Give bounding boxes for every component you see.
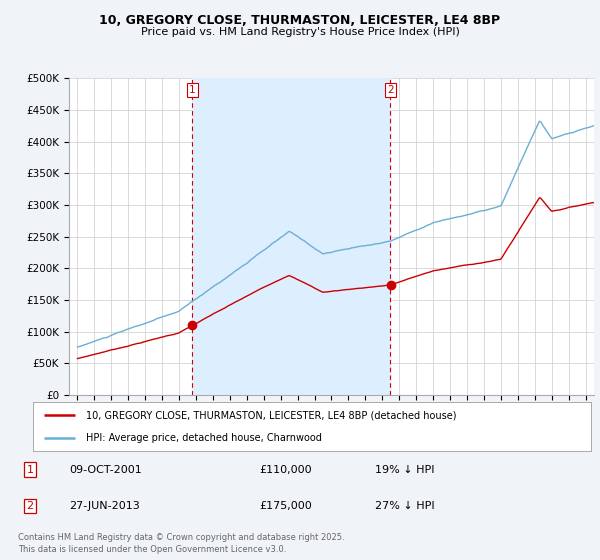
Text: 2: 2 <box>387 85 394 95</box>
Text: £175,000: £175,000 <box>260 501 313 511</box>
Text: Price paid vs. HM Land Registry's House Price Index (HPI): Price paid vs. HM Land Registry's House … <box>140 27 460 37</box>
Text: 27% ↓ HPI: 27% ↓ HPI <box>375 501 434 511</box>
Text: 1: 1 <box>26 465 34 475</box>
Text: Contains HM Land Registry data © Crown copyright and database right 2025.
This d: Contains HM Land Registry data © Crown c… <box>18 533 344 554</box>
Text: 10, GREGORY CLOSE, THURMASTON, LEICESTER, LE4 8BP (detached house): 10, GREGORY CLOSE, THURMASTON, LEICESTER… <box>86 410 457 421</box>
Text: HPI: Average price, detached house, Charnwood: HPI: Average price, detached house, Char… <box>86 433 322 444</box>
Text: 09-OCT-2001: 09-OCT-2001 <box>70 465 142 475</box>
Text: 10, GREGORY CLOSE, THURMASTON, LEICESTER, LE4 8BP: 10, GREGORY CLOSE, THURMASTON, LEICESTER… <box>100 14 500 27</box>
Text: 19% ↓ HPI: 19% ↓ HPI <box>375 465 434 475</box>
Text: 1: 1 <box>189 85 196 95</box>
Bar <box>192 78 391 395</box>
Text: £110,000: £110,000 <box>260 465 313 475</box>
Text: 2: 2 <box>26 501 34 511</box>
Text: 27-JUN-2013: 27-JUN-2013 <box>70 501 140 511</box>
